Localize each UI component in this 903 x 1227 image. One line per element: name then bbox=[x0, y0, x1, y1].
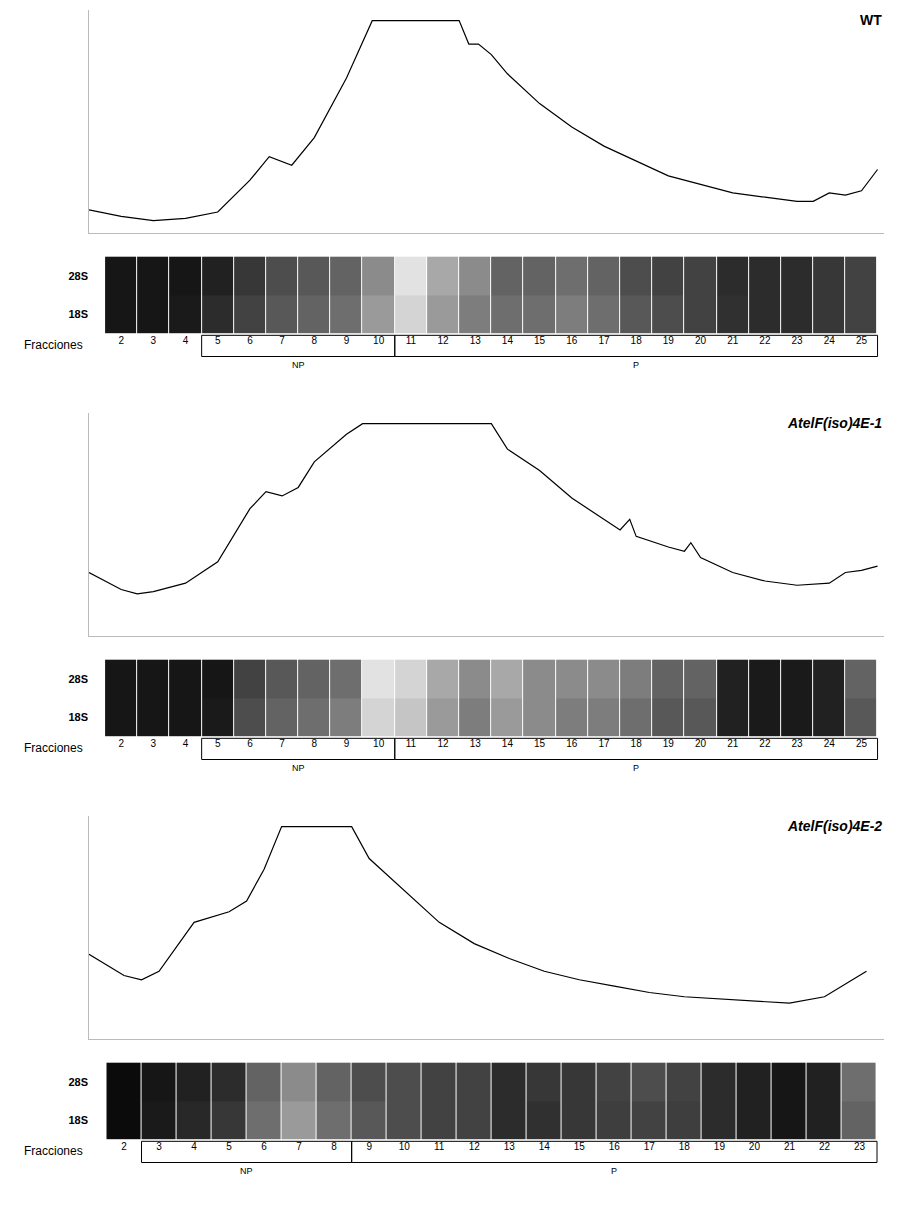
svg-text:18: 18 bbox=[631, 335, 643, 346]
svg-text:10: 10 bbox=[373, 738, 385, 749]
svg-text:9: 9 bbox=[366, 1141, 372, 1152]
svg-text:11: 11 bbox=[434, 1141, 445, 1152]
svg-text:14: 14 bbox=[539, 1141, 551, 1152]
svg-text:21: 21 bbox=[727, 738, 739, 749]
svg-text:20: 20 bbox=[749, 1141, 761, 1152]
svg-text:19: 19 bbox=[663, 738, 675, 749]
svg-text:Fracciones: Fracciones bbox=[24, 338, 83, 352]
svg-text:7: 7 bbox=[279, 335, 285, 346]
svg-text:19: 19 bbox=[663, 335, 675, 346]
svg-text:2: 2 bbox=[121, 1141, 127, 1152]
svg-text:20: 20 bbox=[695, 335, 707, 346]
svg-text:16: 16 bbox=[566, 738, 578, 749]
svg-text:22: 22 bbox=[759, 738, 771, 749]
svg-text:15: 15 bbox=[534, 335, 546, 346]
svg-text:4: 4 bbox=[191, 1141, 197, 1152]
svg-text:Fracciones: Fracciones bbox=[24, 741, 83, 755]
svg-text:5: 5 bbox=[215, 738, 221, 749]
svg-text:P: P bbox=[633, 360, 639, 370]
svg-text:28S: 28S bbox=[68, 1076, 88, 1088]
svg-text:25: 25 bbox=[856, 738, 868, 749]
svg-text:17: 17 bbox=[644, 1141, 656, 1152]
svg-text:17: 17 bbox=[598, 738, 610, 749]
svg-text:6: 6 bbox=[247, 738, 253, 749]
svg-text:18: 18 bbox=[679, 1141, 691, 1152]
svg-text:4: 4 bbox=[183, 738, 189, 749]
svg-text:14: 14 bbox=[502, 738, 514, 749]
svg-text:15: 15 bbox=[574, 1141, 586, 1152]
svg-text:18S: 18S bbox=[68, 1114, 88, 1126]
svg-text:23: 23 bbox=[792, 738, 804, 749]
svg-text:Fracciones: Fracciones bbox=[24, 1144, 83, 1158]
svg-text:18S: 18S bbox=[68, 308, 88, 320]
svg-text:8: 8 bbox=[312, 335, 318, 346]
svg-text:16: 16 bbox=[566, 335, 578, 346]
svg-text:NP: NP bbox=[292, 360, 305, 370]
svg-text:2: 2 bbox=[118, 335, 124, 346]
svg-text:12: 12 bbox=[437, 335, 449, 346]
svg-text:18S: 18S bbox=[68, 711, 88, 723]
svg-text:13: 13 bbox=[470, 335, 482, 346]
svg-text:6: 6 bbox=[261, 1141, 267, 1152]
svg-text:24: 24 bbox=[824, 335, 836, 346]
svg-text:NP: NP bbox=[240, 1166, 253, 1176]
svg-text:17: 17 bbox=[598, 335, 610, 346]
svg-text:AtelF(iso)4E-2: AtelF(iso)4E-2 bbox=[787, 818, 882, 834]
svg-text:23: 23 bbox=[792, 335, 804, 346]
svg-text:7: 7 bbox=[279, 738, 285, 749]
svg-text:5: 5 bbox=[215, 335, 221, 346]
svg-text:8: 8 bbox=[312, 738, 318, 749]
svg-text:21: 21 bbox=[784, 1141, 796, 1152]
svg-text:18: 18 bbox=[631, 738, 643, 749]
svg-text:11: 11 bbox=[406, 335, 417, 346]
svg-text:3: 3 bbox=[156, 1141, 162, 1152]
svg-text:6: 6 bbox=[247, 335, 253, 346]
svg-text:11: 11 bbox=[406, 738, 417, 749]
svg-text:24: 24 bbox=[824, 738, 836, 749]
svg-text:21: 21 bbox=[727, 335, 739, 346]
svg-text:NP: NP bbox=[292, 763, 305, 773]
svg-text:20: 20 bbox=[695, 738, 707, 749]
svg-text:P: P bbox=[633, 763, 639, 773]
svg-text:2: 2 bbox=[118, 738, 124, 749]
svg-text:15: 15 bbox=[534, 738, 546, 749]
svg-text:12: 12 bbox=[469, 1141, 481, 1152]
svg-text:5: 5 bbox=[226, 1141, 232, 1152]
svg-text:P: P bbox=[611, 1166, 617, 1176]
svg-text:13: 13 bbox=[470, 738, 482, 749]
svg-text:22: 22 bbox=[759, 335, 771, 346]
svg-text:16: 16 bbox=[609, 1141, 621, 1152]
svg-text:12: 12 bbox=[437, 738, 449, 749]
svg-text:8: 8 bbox=[331, 1141, 337, 1152]
svg-text:28S: 28S bbox=[68, 270, 88, 282]
svg-text:23: 23 bbox=[854, 1141, 866, 1152]
svg-text:3: 3 bbox=[151, 738, 157, 749]
svg-text:9: 9 bbox=[344, 738, 350, 749]
svg-text:10: 10 bbox=[399, 1141, 411, 1152]
svg-text:4: 4 bbox=[183, 335, 189, 346]
svg-text:9: 9 bbox=[344, 335, 350, 346]
svg-text:14: 14 bbox=[502, 335, 514, 346]
svg-text:28S: 28S bbox=[68, 673, 88, 685]
svg-text:7: 7 bbox=[296, 1141, 302, 1152]
svg-text:AtelF(iso)4E-1: AtelF(iso)4E-1 bbox=[787, 415, 882, 431]
svg-text:WT: WT bbox=[860, 12, 882, 28]
svg-text:25: 25 bbox=[856, 335, 868, 346]
svg-text:13: 13 bbox=[504, 1141, 516, 1152]
svg-text:19: 19 bbox=[714, 1141, 726, 1152]
svg-text:3: 3 bbox=[151, 335, 157, 346]
svg-text:10: 10 bbox=[373, 335, 385, 346]
svg-text:22: 22 bbox=[819, 1141, 831, 1152]
